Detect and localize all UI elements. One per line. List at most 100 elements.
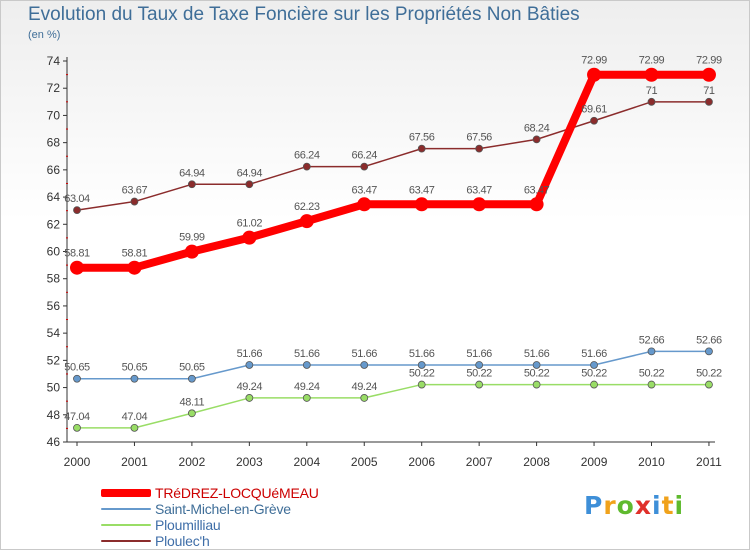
- data-point: [587, 67, 602, 82]
- data-point: [299, 214, 314, 229]
- data-point: [590, 380, 598, 389]
- y-tick-label: 58: [47, 272, 61, 286]
- logo-letter: t: [661, 491, 675, 520]
- data-point: [705, 347, 713, 356]
- x-tick-label: 2004: [293, 455, 320, 469]
- data-point: [245, 394, 254, 402]
- data-point: [644, 67, 659, 82]
- data-point: [70, 260, 84, 275]
- x-tick-label: 2011: [696, 455, 722, 469]
- data-point: [245, 180, 254, 189]
- proxiti-logo: Proxiti: [584, 491, 684, 520]
- data-point: [360, 361, 369, 369]
- data-point: [417, 361, 426, 369]
- data-label: 48.11: [180, 396, 205, 408]
- data-point: [73, 374, 81, 383]
- data-point: [242, 230, 257, 245]
- data-point: [475, 144, 484, 153]
- data-label: 47.04: [122, 411, 148, 423]
- data-point: [130, 374, 139, 383]
- data-point: [701, 67, 716, 82]
- data-point: [705, 97, 713, 106]
- series-line: [77, 350, 709, 380]
- y-tick-label: 72: [47, 81, 61, 95]
- legend-swatch: [101, 489, 151, 498]
- data-label: 52.66: [696, 334, 722, 346]
- data-label: 69.61: [581, 104, 607, 116]
- legend-item: Ploulec'h: [101, 533, 319, 549]
- legend-item: Saint-Michel-en-Grève: [101, 501, 319, 517]
- data-label: 51.66: [581, 348, 607, 360]
- legend-label: Ploulec'h: [155, 532, 210, 549]
- data-label: 51.66: [524, 348, 550, 360]
- legend-item: Ploumilliau: [101, 517, 319, 533]
- data-label: 51.66: [237, 348, 263, 360]
- data-point: [647, 347, 656, 356]
- data-point: [245, 361, 254, 369]
- y-tick-label: 50: [47, 381, 61, 395]
- x-tick-label: 2008: [523, 455, 550, 469]
- y-tick-label: 62: [47, 217, 61, 231]
- x-tick-label: 2010: [638, 455, 665, 469]
- data-label: 50.22: [466, 368, 492, 380]
- data-point: [187, 180, 196, 189]
- y-tick-label: 64: [47, 190, 61, 204]
- data-label: 58.81: [122, 248, 148, 260]
- data-label: 50.65: [64, 362, 90, 374]
- data-label: 50.22: [409, 368, 435, 380]
- data-label: 49.24: [294, 381, 320, 393]
- data-point: [532, 135, 541, 144]
- data-point: [302, 162, 311, 171]
- data-point: [73, 423, 81, 432]
- logo-letter: i: [652, 491, 662, 520]
- data-label: 61.02: [237, 218, 263, 230]
- x-tick-label: 2009: [581, 455, 608, 469]
- data-label: 63.04: [64, 193, 90, 205]
- data-label: 51.66: [351, 348, 377, 360]
- data-point: [472, 197, 487, 212]
- data-point: [417, 380, 426, 389]
- x-tick-label: 2001: [121, 455, 148, 469]
- data-point: [475, 380, 484, 389]
- data-label: 51.66: [409, 348, 435, 360]
- data-label: 68.24: [524, 122, 550, 134]
- logo-letter: i: [674, 491, 685, 520]
- line-chart: 46 48 50 52 54 56 58 60 62 64 66 68 70 72 74 2000 2001 20…: [47, 54, 723, 469]
- data-label: 51.66: [294, 348, 320, 360]
- data-label: 64.94: [179, 167, 205, 179]
- chart-title: Evolution du Taux de Taxe Foncière sur l…: [28, 4, 580, 25]
- y-tick-label: 48: [47, 408, 61, 422]
- logo-letter: o: [616, 491, 635, 520]
- data-point: [360, 394, 369, 402]
- data-label: 51.66: [466, 348, 492, 360]
- data-label: 66.24: [351, 150, 377, 162]
- data-label: 47.04: [64, 411, 90, 423]
- y-tick-label: 66: [47, 163, 61, 177]
- data-point: [302, 394, 311, 402]
- x-tick-label: 2006: [408, 455, 435, 469]
- x-tick-label: 2005: [351, 455, 378, 469]
- data-point: [529, 197, 544, 212]
- data-point: [414, 197, 429, 212]
- y-tick-label: 68: [47, 136, 61, 150]
- series-line: [77, 70, 709, 272]
- y-tick-label: 52: [47, 353, 61, 367]
- y-tick-label: 60: [47, 245, 61, 259]
- data-label: 72.99: [581, 55, 607, 67]
- unit-label: (en %): [28, 29, 61, 41]
- data-label: 58.81: [64, 248, 90, 260]
- data-point: [647, 380, 656, 389]
- data-label: 64.94: [237, 167, 263, 179]
- y-tick-label: 56: [47, 299, 61, 313]
- y-tick-label: 70: [47, 108, 61, 122]
- legend-label: Saint-Michel-en-Grève: [155, 500, 291, 517]
- legend-swatch: [101, 524, 151, 527]
- data-label: 72.99: [696, 55, 722, 67]
- x-tick-label: 2002: [179, 455, 206, 469]
- data-point: [590, 116, 598, 125]
- data-label: 63.47: [351, 184, 377, 196]
- logo-letter: x: [634, 491, 652, 520]
- data-point: [590, 361, 598, 369]
- legend-item: TRéDREZ-LOCQUéMEAU: [101, 485, 319, 501]
